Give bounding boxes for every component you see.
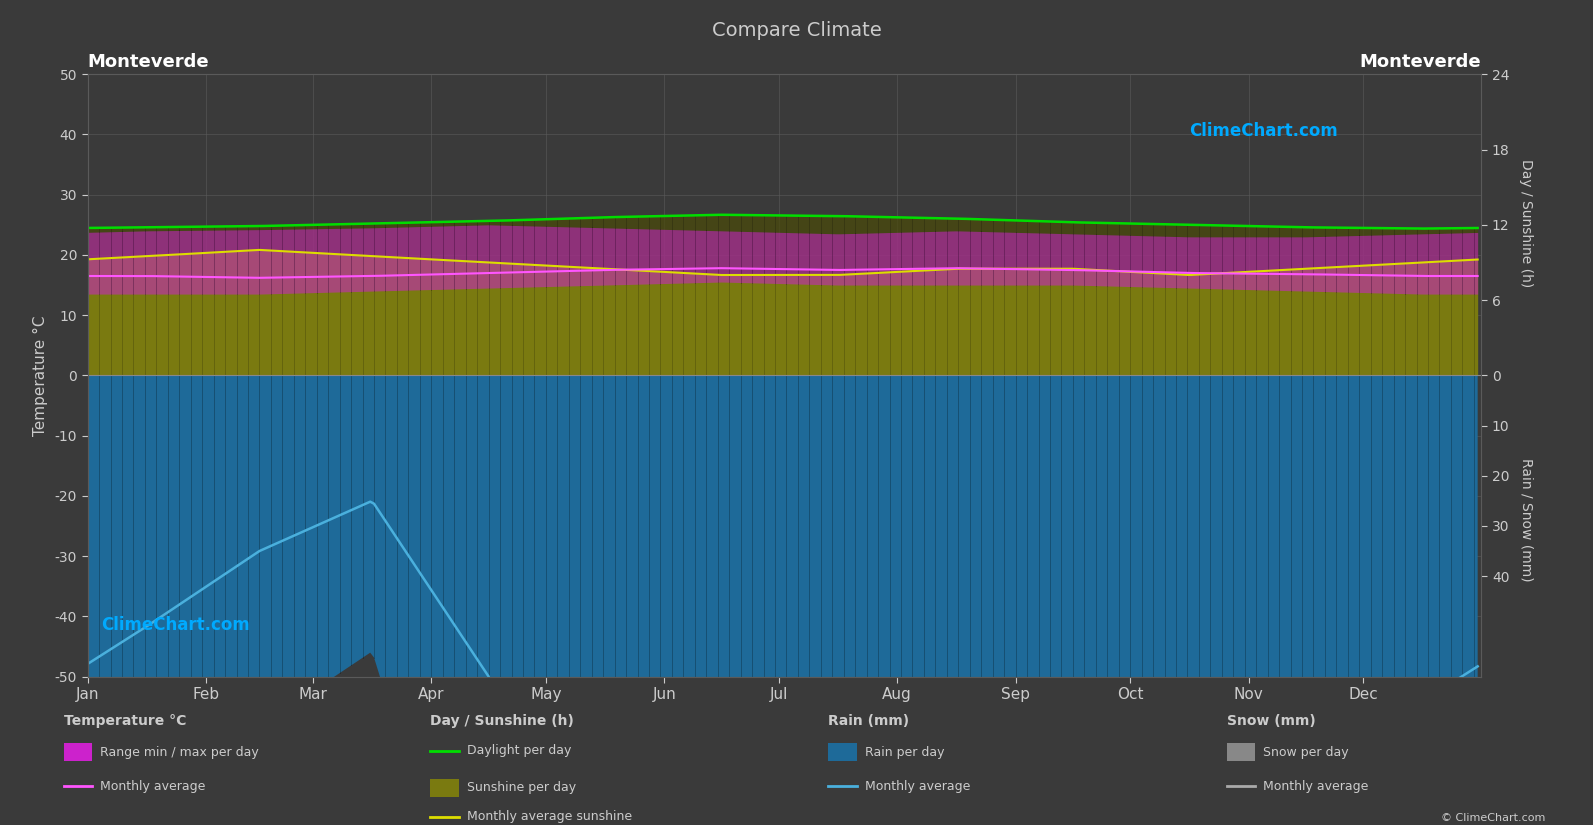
Text: Monthly average: Monthly average xyxy=(1263,780,1368,793)
Text: ClimeChart.com: ClimeChart.com xyxy=(102,616,250,634)
Text: Day / Sunshine (h): Day / Sunshine (h) xyxy=(1520,158,1532,287)
Text: Range min / max per day: Range min / max per day xyxy=(100,746,260,759)
Text: Monteverde: Monteverde xyxy=(88,54,209,71)
Text: Snow per day: Snow per day xyxy=(1263,746,1349,759)
Text: Monthly average: Monthly average xyxy=(865,780,970,793)
Text: ClimeChart.com: ClimeChart.com xyxy=(1188,122,1338,140)
Text: Daylight per day: Daylight per day xyxy=(467,744,572,757)
Y-axis label: Temperature °C: Temperature °C xyxy=(33,315,48,436)
Text: Day / Sunshine (h): Day / Sunshine (h) xyxy=(430,714,573,728)
Text: Sunshine per day: Sunshine per day xyxy=(467,781,577,794)
Text: Snow (mm): Snow (mm) xyxy=(1227,714,1316,728)
Text: Rain / Snow (mm): Rain / Snow (mm) xyxy=(1520,458,1532,582)
Text: Rain per day: Rain per day xyxy=(865,746,945,759)
Text: Monthly average: Monthly average xyxy=(100,780,205,793)
Text: Monthly average sunshine: Monthly average sunshine xyxy=(467,810,632,823)
Text: Compare Climate: Compare Climate xyxy=(712,21,881,40)
Text: © ClimeChart.com: © ClimeChart.com xyxy=(1440,813,1545,823)
Text: Temperature °C: Temperature °C xyxy=(64,714,186,728)
Text: Rain (mm): Rain (mm) xyxy=(828,714,910,728)
Text: Monteverde: Monteverde xyxy=(1360,54,1481,71)
